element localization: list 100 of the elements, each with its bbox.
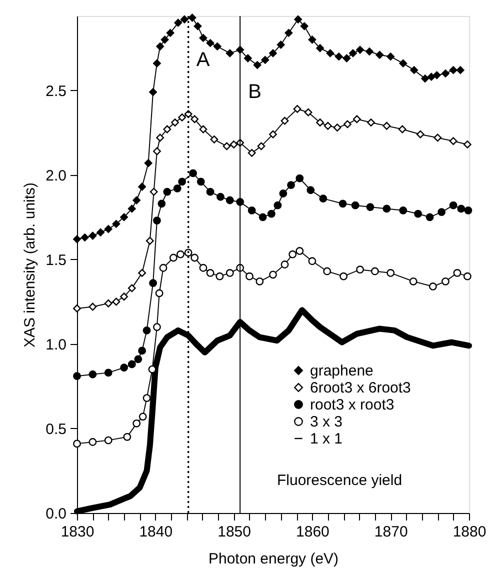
point — [138, 346, 146, 355]
point — [171, 118, 179, 126]
point — [280, 260, 289, 268]
point — [178, 113, 186, 122]
point — [149, 88, 157, 96]
x-tick-label: 1860 — [296, 524, 330, 540]
point — [304, 108, 312, 116]
point — [258, 213, 267, 222]
point — [206, 269, 214, 277]
point — [104, 368, 112, 377]
point — [457, 204, 466, 213]
point — [334, 52, 343, 61]
point — [226, 49, 234, 58]
point — [306, 186, 315, 194]
legend-label: root3 x root3 — [310, 396, 394, 414]
point — [366, 203, 374, 211]
point — [112, 220, 120, 228]
point — [210, 135, 218, 144]
point — [134, 355, 142, 364]
point — [399, 206, 408, 214]
point — [296, 247, 304, 255]
point — [150, 188, 158, 196]
point — [319, 194, 328, 203]
legend-label: 3 x 3 — [310, 414, 343, 430]
point — [296, 174, 304, 182]
annotation: Fluorescence yield — [277, 472, 402, 489]
point — [370, 267, 379, 276]
point — [213, 42, 222, 50]
point — [173, 184, 182, 192]
point — [88, 232, 97, 240]
point — [426, 213, 434, 222]
point — [410, 66, 418, 74]
point — [382, 122, 391, 130]
point — [323, 267, 332, 276]
point — [284, 28, 293, 37]
point — [153, 147, 161, 156]
point — [138, 182, 146, 191]
point — [194, 22, 202, 30]
point — [160, 36, 169, 44]
point — [132, 419, 141, 428]
point — [442, 70, 450, 78]
point — [434, 134, 442, 142]
point — [73, 372, 81, 380]
point — [128, 360, 136, 368]
x-tick-label: 1850 — [218, 524, 251, 540]
point — [88, 438, 97, 446]
point — [216, 192, 224, 201]
point — [206, 188, 214, 196]
point — [230, 140, 238, 148]
point — [261, 56, 270, 64]
point — [256, 277, 264, 286]
y-tick-label: 1.5 — [46, 252, 66, 269]
point — [342, 54, 351, 62]
point — [438, 208, 446, 216]
point — [288, 250, 297, 258]
point — [153, 323, 161, 331]
point — [120, 292, 128, 301]
point — [142, 394, 151, 402]
y-axis-title: XAS intensity (arb. units) — [22, 182, 39, 348]
point — [463, 272, 472, 280]
point — [269, 270, 277, 279]
point — [248, 206, 256, 214]
point — [190, 115, 199, 124]
point — [156, 134, 164, 142]
point — [287, 181, 295, 189]
x-tick-label: 1830 — [60, 524, 94, 540]
point — [149, 279, 157, 288]
point — [356, 46, 364, 54]
point — [326, 49, 334, 58]
point — [382, 204, 391, 213]
point — [421, 74, 430, 82]
y-tick-label: 2.5 — [46, 82, 66, 100]
point — [463, 140, 472, 148]
point — [269, 49, 277, 58]
point — [153, 216, 161, 224]
point — [128, 284, 136, 292]
point — [308, 36, 316, 44]
x-tick-label: 1880 — [452, 524, 486, 540]
point — [153, 59, 161, 68]
x-axis-title: Photon energy (eV) — [208, 550, 339, 568]
point — [226, 269, 234, 277]
point — [132, 196, 141, 204]
ref-line-label: B — [248, 81, 262, 103]
point — [300, 22, 308, 30]
point — [120, 364, 128, 372]
point — [163, 188, 172, 196]
point — [280, 116, 289, 125]
point — [104, 299, 112, 308]
point — [409, 277, 418, 286]
point — [456, 66, 464, 74]
point — [128, 204, 136, 213]
point — [180, 15, 188, 24]
point — [414, 210, 422, 218]
point — [246, 272, 254, 280]
point — [178, 178, 186, 186]
point — [104, 436, 112, 444]
point — [163, 125, 172, 134]
point — [138, 269, 146, 277]
point — [138, 412, 147, 421]
point — [449, 66, 458, 74]
